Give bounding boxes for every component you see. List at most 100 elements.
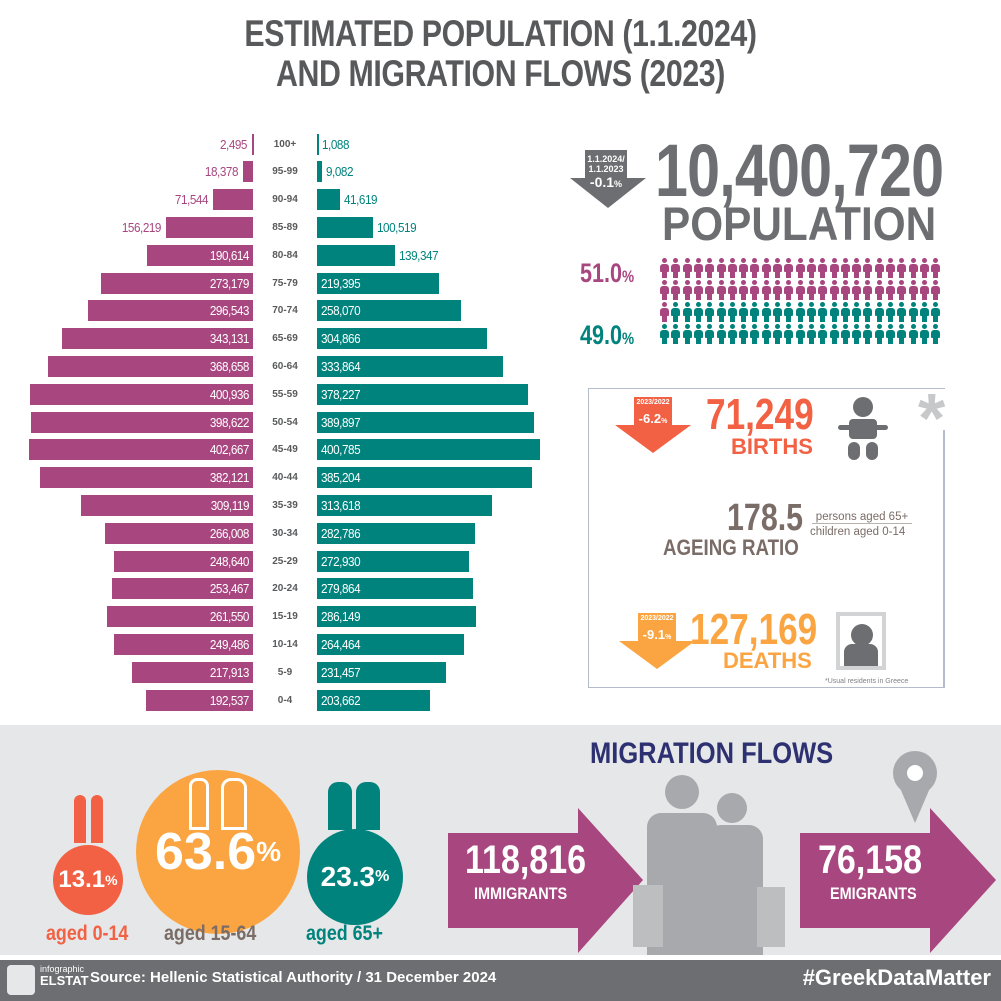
female-person-icon <box>693 280 703 300</box>
female-person-icon <box>705 258 715 278</box>
female-value-label: 2,495 <box>219 136 247 152</box>
female-value-label: 400,936 <box>209 386 250 402</box>
female-value-label: 248,640 <box>209 553 250 569</box>
female-person-icon <box>773 280 782 300</box>
deaths-change: -9.1 <box>642 627 666 642</box>
female-value-label: 309,119 <box>210 497 250 513</box>
pct-sign: % <box>105 872 118 888</box>
age-0-14-circle: 13.1% <box>53 845 123 915</box>
male-value-label: 389,897 <box>321 414 361 430</box>
age-15-64-label: aged 15-64 <box>164 922 257 945</box>
female-bar <box>104 522 253 544</box>
female-bar <box>242 161 253 183</box>
population-change-period-1: 1.1.2024/ <box>587 154 625 164</box>
female-bar <box>107 606 253 628</box>
male-person-icon <box>931 302 941 322</box>
male-value-label: 378,227 <box>321 386 361 402</box>
deaths-value: 127,169 <box>690 605 818 654</box>
population-change-value: -0.1 <box>589 174 615 190</box>
female-bar <box>145 689 253 711</box>
male-person-icon <box>795 324 805 344</box>
female-person-icon <box>829 280 839 300</box>
male-person-icon <box>874 324 884 344</box>
female-bar <box>100 272 253 294</box>
female-bar <box>61 328 253 350</box>
male-bar <box>317 439 541 461</box>
male-person-icon <box>773 324 782 344</box>
male-bar <box>317 467 532 489</box>
male-person-icon <box>761 302 771 322</box>
male-person-icon <box>852 324 862 344</box>
age-group-label: 20-24 <box>272 583 298 595</box>
births-change: -6.2 <box>638 411 662 426</box>
female-person-icon <box>818 258 828 278</box>
pct-sign: % <box>665 634 672 641</box>
male-person-icon <box>784 302 794 322</box>
population-pyramid: 2,495 1,088 100+ 18,378 9,082 95-99 71,544 41,6… <box>0 0 560 720</box>
female-bar <box>213 189 253 211</box>
female-value-label: 156,219 <box>121 219 162 235</box>
population-total: 10,400,720 <box>655 129 944 212</box>
female-person-icon <box>705 280 715 300</box>
couple-luggage-icon <box>625 775 790 955</box>
male-person-icon <box>919 302 929 322</box>
emigrants-value: 76,158 <box>818 838 922 882</box>
male-person-icon <box>727 324 737 344</box>
female-value-label: 398,622 <box>209 414 250 430</box>
male-value-label: 313,618 <box>321 497 361 513</box>
male-person-icon <box>840 302 850 322</box>
male-person-icon <box>852 302 862 322</box>
female-person-icon <box>795 280 805 300</box>
male-bar <box>317 522 475 544</box>
vital-stats-box <box>588 388 945 688</box>
female-value-label: 296,543 <box>209 303 250 319</box>
female-bar <box>29 383 253 405</box>
female-person-icon <box>897 280 907 300</box>
ageing-ratio-value: 178.5 <box>727 497 804 539</box>
male-bar <box>317 161 323 183</box>
age-group-label: 65-69 <box>272 333 298 345</box>
female-bar <box>114 550 253 572</box>
female-bar <box>111 578 253 600</box>
female-value-label: 266,008 <box>209 525 250 541</box>
emigrants-arrow <box>800 808 996 953</box>
male-value-label: 286,149 <box>321 609 361 625</box>
age-group-label: 15-19 <box>272 611 298 623</box>
footer-source: Source: Hellenic Statistical Authority /… <box>90 969 497 986</box>
male-person-icon <box>840 324 850 344</box>
female-value-label: 18,378 <box>204 164 239 180</box>
male-bar <box>317 216 373 238</box>
female-person-icon <box>908 258 918 278</box>
female-person-icon <box>897 258 907 278</box>
female-bar <box>131 661 253 683</box>
female-person-icon <box>739 280 749 300</box>
male-person-icon <box>761 324 771 344</box>
female-value-label: 273,179 <box>209 275 250 291</box>
female-bar <box>113 633 253 655</box>
male-person-icon <box>795 302 805 322</box>
male-bar <box>317 633 465 655</box>
elstat-logo-icon <box>7 965 35 995</box>
female-value-label: 343,131 <box>209 331 250 347</box>
age-group-label: 50-54 <box>272 416 298 428</box>
female-value-label: 71,544 <box>175 192 209 208</box>
age-group-label: 60-64 <box>272 360 298 372</box>
age-group-label: 85-89 <box>272 221 298 233</box>
female-bar <box>165 216 253 238</box>
logo-top-text: infographic <box>40 964 85 974</box>
female-person-icon <box>671 280 681 300</box>
footer-hashtag: #GreekDataMatter <box>802 965 991 990</box>
male-bar <box>317 550 470 572</box>
male-person-icon <box>693 302 703 322</box>
age-15-64-value: 63.6 <box>154 823 257 881</box>
births-change-arrow: 2023/2022 -6.2% <box>615 397 691 453</box>
male-bar <box>317 189 341 211</box>
male-bar <box>317 244 395 266</box>
female-person-icon <box>852 258 862 278</box>
age-15-64-circle: 63.6% <box>136 770 300 934</box>
female-person-icon <box>818 280 828 300</box>
female-person-icon <box>829 258 839 278</box>
male-person-icon <box>931 324 941 344</box>
immigrants-value: 118,816 <box>465 838 587 882</box>
female-person-icon <box>886 280 895 300</box>
